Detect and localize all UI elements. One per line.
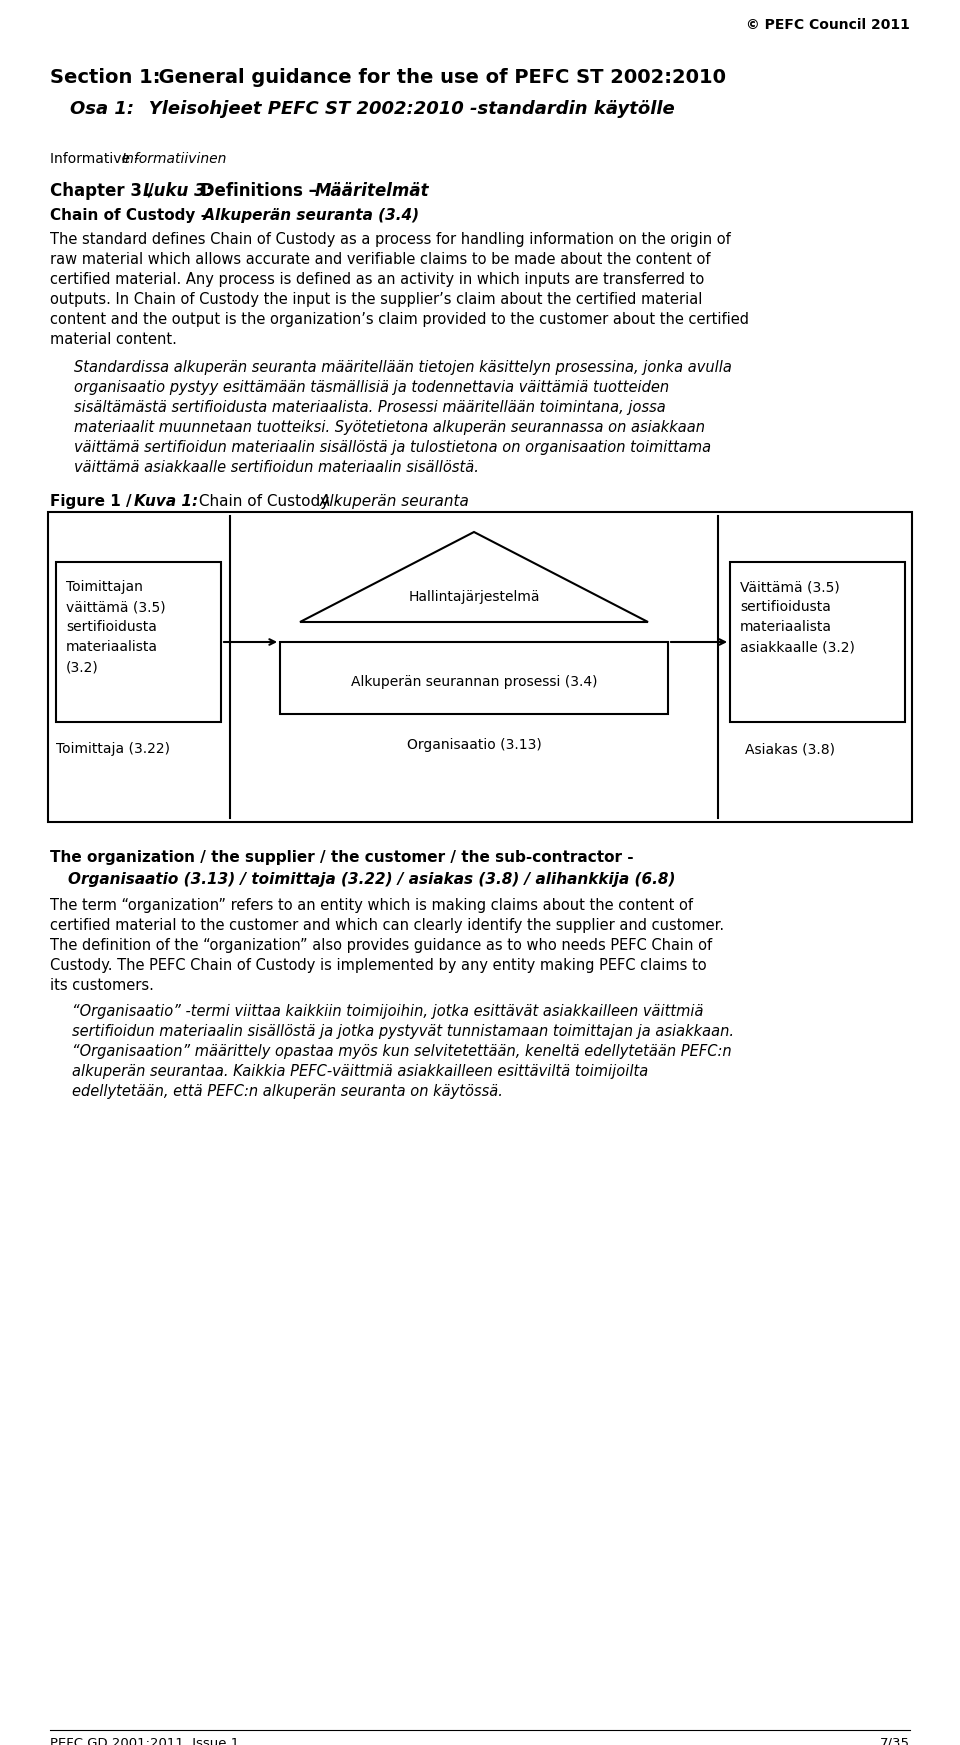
Text: sertifioidun materiaalin sisällöstä ja jotka pystyvät tunnistamaan toimittajan j: sertifioidun materiaalin sisällöstä ja j… xyxy=(72,1024,734,1038)
Text: The definition of the “organization” also provides guidance as to who needs PEFC: The definition of the “organization” als… xyxy=(50,939,712,953)
Text: Väittämä (3.5): Väittämä (3.5) xyxy=(740,579,840,593)
Text: materiaalista: materiaalista xyxy=(740,619,832,633)
Text: content and the output is the organization’s claim provided to the customer abou: content and the output is the organizati… xyxy=(50,312,749,326)
Text: organisaatio pystyy esittämään täsmällisiä ja todennettavia väittämiä tuotteiden: organisaatio pystyy esittämään täsmällis… xyxy=(74,380,669,394)
Polygon shape xyxy=(300,532,648,621)
Text: The organization / the supplier / the customer / the sub-contractor -: The organization / the supplier / the cu… xyxy=(50,850,634,866)
Text: Chain of Custody -: Chain of Custody - xyxy=(50,208,212,223)
Text: Yleisohjeet PEFC ST 2002:2010 -standardin käytölle: Yleisohjeet PEFC ST 2002:2010 -standardi… xyxy=(130,99,675,119)
Text: sertifioidusta: sertifioidusta xyxy=(66,619,156,633)
Text: väittämä (3.5): väittämä (3.5) xyxy=(66,600,166,614)
Text: outputs. In Chain of Custody the input is the supplier’s claim about the certifi: outputs. In Chain of Custody the input i… xyxy=(50,291,703,307)
Text: Section 1:: Section 1: xyxy=(50,68,160,87)
Text: © PEFC Council 2011: © PEFC Council 2011 xyxy=(746,17,910,31)
Text: 7/35: 7/35 xyxy=(880,1736,910,1745)
Text: Määritelmät: Määritelmät xyxy=(315,181,430,201)
Text: The term “organization” refers to an entity which is making claims about the con: The term “organization” refers to an ent… xyxy=(50,899,693,913)
Text: certified material. Any process is defined as an activity in which inputs are tr: certified material. Any process is defin… xyxy=(50,272,705,286)
Text: Chapter 3 /: Chapter 3 / xyxy=(50,181,159,201)
Text: väittämä asiakkaalle sertifioidun materiaalin sisällöstä.: väittämä asiakkaalle sertifioidun materi… xyxy=(74,461,479,475)
Text: Toimittaja (3.22): Toimittaja (3.22) xyxy=(56,742,170,756)
Bar xyxy=(280,642,668,714)
Text: Asiakas (3.8): Asiakas (3.8) xyxy=(745,742,835,756)
Text: materiaalista: materiaalista xyxy=(66,640,158,654)
Text: Custody. The PEFC Chain of Custody is implemented by any entity making PEFC clai: Custody. The PEFC Chain of Custody is im… xyxy=(50,958,707,974)
Text: (3.2): (3.2) xyxy=(66,660,99,674)
Text: Luku 3:: Luku 3: xyxy=(143,181,212,201)
Text: Figure 1 /: Figure 1 / xyxy=(50,494,137,510)
Text: material content.: material content. xyxy=(50,332,177,347)
Text: Toimittajan: Toimittajan xyxy=(66,579,143,593)
Text: sisältämästä sertifioidusta materiaalista. Prosessi määritellään toimintana, jos: sisältämästä sertifioidusta materiaalist… xyxy=(74,400,665,415)
Bar xyxy=(48,511,912,822)
Text: edellytetään, että PEFC:n alkuperän seuranta on käytössä.: edellytetään, että PEFC:n alkuperän seur… xyxy=(72,1084,503,1099)
Text: Standardissa alkuperän seuranta määritellään tietojen käsittelyn prosessina, jon: Standardissa alkuperän seuranta määritel… xyxy=(74,359,732,375)
Text: certified material to the customer and which can clearly identify the supplier a: certified material to the customer and w… xyxy=(50,918,724,934)
Text: Organisaatio (3.13) / toimittaja (3.22) / asiakas (3.8) / alihankkija (6.8): Organisaatio (3.13) / toimittaja (3.22) … xyxy=(68,872,676,886)
Text: Alkuperän seuranta: Alkuperän seuranta xyxy=(320,494,469,510)
Text: raw material which allows accurate and verifiable claims to be made about the co: raw material which allows accurate and v… xyxy=(50,251,710,267)
Text: General guidance for the use of PEFC ST 2002:2010: General guidance for the use of PEFC ST … xyxy=(145,68,726,87)
Text: asiakkaalle (3.2): asiakkaalle (3.2) xyxy=(740,640,854,654)
Text: Organisaatio (3.13): Organisaatio (3.13) xyxy=(407,738,541,752)
Text: Osa 1:: Osa 1: xyxy=(70,99,134,119)
Text: PEFC GD 2001:2011, Issue 1: PEFC GD 2001:2011, Issue 1 xyxy=(50,1736,239,1745)
Bar xyxy=(730,562,905,722)
Text: Chain of Custody -: Chain of Custody - xyxy=(194,494,345,510)
Text: Definitions –: Definitions – xyxy=(195,181,323,201)
Text: sertifioidusta: sertifioidusta xyxy=(740,600,830,614)
Text: Hallintajärjestelmä: Hallintajärjestelmä xyxy=(408,590,540,604)
Text: Alkuperän seurannan prosessi (3.4): Alkuperän seurannan prosessi (3.4) xyxy=(350,675,597,689)
Text: väittämä sertifioidun materiaalin sisällöstä ja tulostietona on organisaation to: väittämä sertifioidun materiaalin sisäll… xyxy=(74,440,711,455)
Text: its customers.: its customers. xyxy=(50,977,154,993)
Text: “Organisaation” määrittely opastaa myös kun selvitetettään, keneltä edellytetään: “Organisaation” määrittely opastaa myös … xyxy=(72,1044,732,1059)
Text: Alkuperän seuranta (3.4): Alkuperän seuranta (3.4) xyxy=(198,208,420,223)
Text: Kuva 1:: Kuva 1: xyxy=(134,494,198,510)
Text: “Organisaatio” -termi viittaa kaikkiin toimijoihin, jotka esittävät asiakkaillee: “Organisaatio” -termi viittaa kaikkiin t… xyxy=(72,1003,704,1019)
Text: The standard defines Chain of Custody as a process for handling information on t: The standard defines Chain of Custody as… xyxy=(50,232,731,248)
Bar xyxy=(56,562,221,722)
Text: alkuperän seurantaa. Kaikkia PEFC-väittmiä asiakkailleen esittäviltä toimijoilta: alkuperän seurantaa. Kaikkia PEFC-väittm… xyxy=(72,1064,648,1078)
Text: materiaalit muunnetaan tuotteiksi. Syötetietona alkuperän seurannassa on asiakka: materiaalit muunnetaan tuotteiksi. Syöte… xyxy=(74,421,705,435)
Text: Informatiivinen: Informatiivinen xyxy=(122,152,228,166)
Text: Informative -: Informative - xyxy=(50,152,144,166)
